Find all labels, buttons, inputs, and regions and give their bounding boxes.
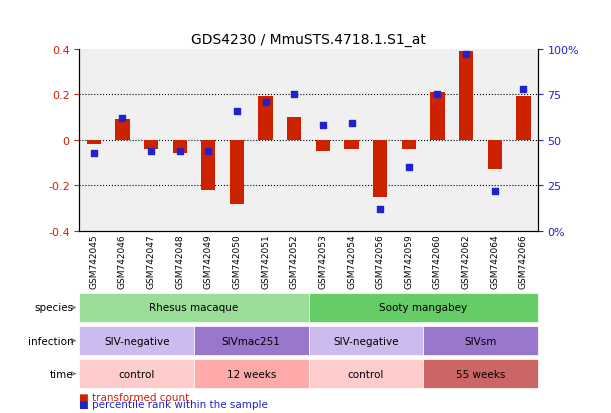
Bar: [172, 140, 187, 154]
Text: infection: infection: [27, 336, 73, 346]
Text: Sooty mangabey: Sooty mangabey: [379, 303, 467, 313]
Bar: [87, 140, 101, 145]
Bar: [345, 140, 359, 150]
Text: control: control: [119, 369, 155, 379]
Bar: [201, 140, 216, 190]
Bar: [488, 140, 502, 170]
Bar: [316, 140, 330, 152]
Point: [461, 52, 471, 58]
Point: [175, 148, 185, 154]
Text: Rhesus macaque: Rhesus macaque: [149, 303, 239, 313]
Bar: [258, 97, 273, 140]
Text: ■ transformed count: ■ transformed count: [79, 392, 189, 402]
Point: [117, 115, 127, 122]
Point: [519, 86, 529, 93]
Bar: [144, 140, 158, 150]
Bar: [373, 140, 387, 197]
Bar: [115, 120, 130, 140]
Text: time: time: [49, 369, 73, 379]
Text: control: control: [348, 369, 384, 379]
Point: [318, 123, 327, 129]
Bar: [430, 93, 445, 140]
Text: SIV-negative: SIV-negative: [333, 336, 398, 346]
Text: 55 weeks: 55 weeks: [456, 369, 505, 379]
Bar: [230, 140, 244, 204]
Bar: [287, 118, 301, 140]
Text: species: species: [34, 303, 73, 313]
Point: [404, 164, 414, 171]
Bar: [401, 140, 416, 150]
Text: SIVsm: SIVsm: [464, 336, 497, 346]
Point: [89, 150, 98, 157]
Title: GDS4230 / MmuSTS.4718.1.S1_at: GDS4230 / MmuSTS.4718.1.S1_at: [191, 33, 426, 47]
Text: SIVmac251: SIVmac251: [222, 336, 280, 346]
Point: [375, 206, 385, 213]
Text: SIV-negative: SIV-negative: [104, 336, 169, 346]
Point: [490, 188, 500, 195]
Bar: [459, 52, 474, 140]
Point: [433, 92, 442, 98]
Text: ■ percentile rank within the sample: ■ percentile rank within the sample: [79, 399, 268, 409]
Point: [290, 92, 299, 98]
Point: [146, 148, 156, 154]
Point: [261, 99, 271, 106]
Point: [203, 148, 213, 154]
Text: 12 weeks: 12 weeks: [227, 369, 276, 379]
Point: [346, 121, 356, 127]
Bar: [516, 97, 530, 140]
Point: [232, 108, 242, 115]
